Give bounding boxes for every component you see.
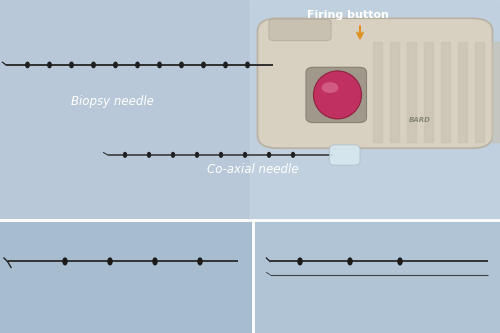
Bar [252, 220, 500, 333]
Ellipse shape [196, 153, 198, 157]
Bar [492, 42, 500, 142]
Ellipse shape [314, 71, 362, 119]
Bar [372, 42, 382, 142]
Text: Co-axial needle: Co-axial needle [207, 163, 298, 176]
Ellipse shape [124, 153, 126, 157]
Ellipse shape [348, 258, 352, 265]
FancyBboxPatch shape [306, 67, 366, 123]
Ellipse shape [148, 153, 150, 157]
Bar [390, 42, 398, 142]
Ellipse shape [48, 62, 51, 68]
FancyBboxPatch shape [330, 145, 360, 165]
Text: BARD: BARD [409, 117, 431, 123]
Ellipse shape [180, 62, 183, 68]
Ellipse shape [92, 62, 95, 68]
Ellipse shape [224, 62, 227, 68]
Ellipse shape [108, 258, 112, 265]
Bar [0, 220, 252, 333]
Ellipse shape [153, 258, 157, 265]
Ellipse shape [158, 62, 161, 68]
Ellipse shape [26, 62, 29, 68]
Text: Firing button: Firing button [306, 10, 388, 20]
Bar [406, 42, 416, 142]
Ellipse shape [244, 153, 246, 157]
Bar [424, 42, 432, 142]
Text: Biopsy needle: Biopsy needle [71, 95, 154, 108]
Ellipse shape [398, 258, 402, 265]
Ellipse shape [114, 62, 117, 68]
Ellipse shape [70, 62, 73, 68]
FancyBboxPatch shape [269, 19, 331, 41]
Ellipse shape [268, 153, 270, 157]
Ellipse shape [322, 82, 338, 93]
Bar [440, 42, 450, 142]
Ellipse shape [292, 153, 294, 157]
Ellipse shape [246, 62, 249, 68]
Ellipse shape [63, 258, 67, 265]
Bar [458, 42, 466, 142]
Ellipse shape [198, 258, 202, 265]
Bar [250, 0, 500, 220]
Ellipse shape [298, 258, 302, 265]
Ellipse shape [202, 62, 205, 68]
FancyBboxPatch shape [258, 18, 492, 148]
Bar [0, 0, 500, 220]
Ellipse shape [172, 153, 174, 157]
Ellipse shape [136, 62, 139, 68]
Bar [474, 42, 484, 142]
Ellipse shape [220, 153, 222, 157]
